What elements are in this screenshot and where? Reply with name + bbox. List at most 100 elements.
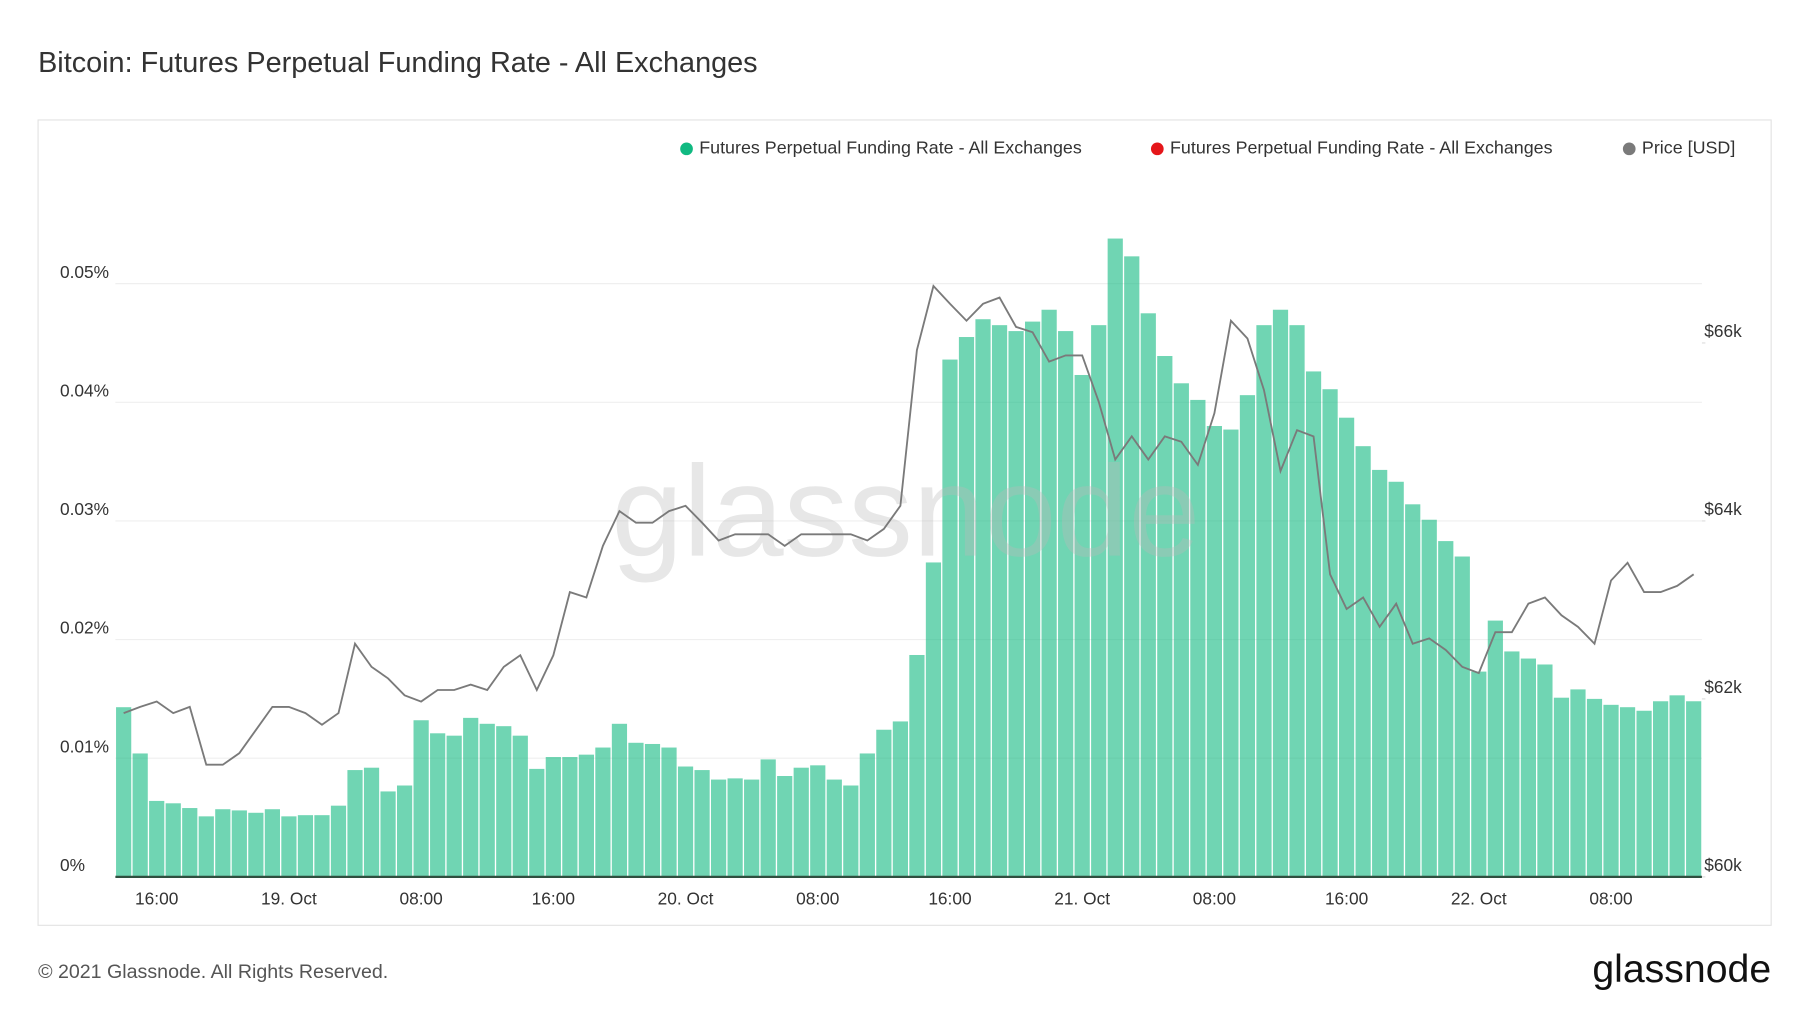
legend-label[interactable]: Futures Perpetual Funding Rate - All Exc…	[1170, 138, 1553, 158]
bar	[231, 810, 247, 877]
bar	[942, 359, 958, 877]
bar	[545, 757, 561, 877]
bar	[413, 720, 429, 877]
bar	[1603, 704, 1619, 877]
bar	[1272, 309, 1289, 877]
bar	[1322, 389, 1338, 877]
y-tick-label: 0%	[60, 855, 85, 875]
bar	[677, 766, 694, 877]
legend-label[interactable]: Futures Perpetual Funding Rate - All Exc…	[699, 138, 1082, 158]
bar	[330, 805, 347, 877]
bar	[1173, 383, 1189, 877]
bar	[1206, 426, 1222, 877]
y-tick-label: 0.02%	[60, 618, 109, 638]
y2-tick-label: $66k	[1704, 321, 1742, 341]
bar	[1619, 707, 1636, 877]
bar	[132, 753, 148, 877]
bar	[1487, 620, 1503, 877]
bar	[264, 809, 280, 877]
bar	[248, 812, 264, 877]
bar	[1438, 541, 1454, 877]
bar	[925, 562, 942, 877]
chart-title: Bitcoin: Futures Perpetual Funding Rate …	[38, 47, 758, 79]
bar	[1421, 519, 1437, 877]
x-tick-label: 08:00	[399, 888, 442, 908]
bar	[297, 815, 314, 877]
x-tick-label: 20. Oct	[658, 888, 714, 908]
y-tick-label: 0.01%	[60, 736, 109, 756]
bar	[396, 785, 413, 877]
bar	[1058, 331, 1074, 877]
bar	[529, 768, 545, 877]
bar	[793, 767, 809, 877]
bar	[611, 723, 628, 877]
bar	[1140, 313, 1156, 877]
bar	[463, 717, 479, 877]
bar	[1256, 325, 1272, 877]
y-tick-label: 0.05%	[60, 262, 109, 282]
bar	[215, 809, 231, 877]
bar	[892, 721, 908, 877]
bar	[1107, 238, 1123, 877]
bar	[1041, 309, 1057, 877]
bar	[1454, 556, 1470, 877]
legend-marker[interactable]	[680, 142, 693, 156]
bar	[1553, 697, 1570, 877]
legend-marker[interactable]	[1150, 142, 1164, 156]
bar	[1669, 695, 1685, 877]
bar	[314, 815, 330, 877]
bar	[810, 765, 826, 877]
y2-tick-label: $60k	[1704, 855, 1742, 875]
legend-marker[interactable]	[1622, 142, 1636, 156]
x-tick-label: 16:00	[1325, 888, 1368, 908]
bar	[1190, 399, 1206, 877]
bar	[1157, 356, 1173, 877]
x-tick-label: 08:00	[1193, 888, 1236, 908]
bar	[644, 743, 661, 877]
bar	[1339, 417, 1355, 877]
x-tick-label: 16:00	[135, 888, 178, 908]
legend-label[interactable]: Price [USD]	[1642, 138, 1735, 158]
bar	[595, 747, 611, 877]
bar	[1289, 325, 1305, 877]
bar	[1025, 321, 1041, 877]
bar	[694, 770, 710, 877]
bar	[149, 800, 165, 877]
footer: © 2021 Glassnode. All Rights Reserved.	[38, 961, 388, 983]
bar	[1653, 701, 1669, 877]
bar	[777, 776, 793, 877]
bar	[430, 733, 446, 877]
x-tick-label: 22. Oct	[1451, 888, 1507, 908]
bar	[1537, 664, 1553, 877]
bar	[116, 707, 132, 877]
bar	[727, 778, 743, 877]
y-tick-label: 0.03%	[60, 499, 109, 519]
bar	[1504, 651, 1520, 877]
x-tick-label: 19. Oct	[261, 888, 317, 908]
bar	[347, 770, 363, 877]
bar	[661, 747, 677, 877]
bar	[1074, 374, 1090, 877]
bar	[876, 729, 892, 877]
bar	[1124, 256, 1140, 877]
bar	[1520, 658, 1536, 877]
bar	[1570, 689, 1586, 877]
bar	[578, 754, 594, 877]
bar	[958, 337, 975, 877]
bar	[496, 726, 512, 877]
bar	[760, 759, 776, 877]
bar	[512, 735, 528, 877]
bar	[1471, 671, 1487, 877]
bar	[446, 735, 462, 877]
y2-tick-label: $62k	[1704, 677, 1742, 697]
x-tick-label: 16:00	[532, 888, 575, 908]
bar	[281, 816, 297, 877]
x-tick-label: 21. Oct	[1054, 888, 1110, 908]
bar	[1686, 701, 1702, 877]
bar	[744, 779, 760, 877]
bar	[1388, 481, 1404, 877]
bar	[165, 803, 181, 877]
bar	[975, 319, 991, 877]
price-line	[123, 284, 1695, 766]
